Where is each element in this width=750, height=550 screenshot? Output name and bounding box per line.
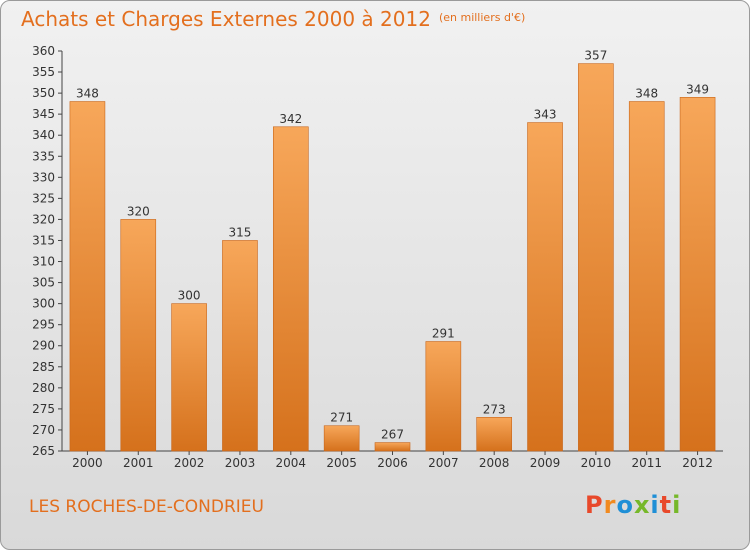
bar-2003 (222, 240, 258, 452)
value-label-2012: 349 (686, 82, 709, 96)
bar-2011 (628, 101, 665, 452)
y-tick-label: 275 (32, 402, 55, 416)
y-tick-label: 280 (32, 381, 55, 395)
x-tick-label-2004: 2004 (276, 456, 307, 470)
logo-letter: x (633, 491, 651, 519)
x-tick-label-2001: 2001 (123, 456, 154, 470)
logo-letter: i (650, 491, 660, 519)
value-label-2001: 320 (127, 204, 150, 218)
value-label-2009: 343 (534, 108, 557, 122)
unit-label: (en milliers d'€) (438, 11, 526, 24)
y-tick-label: 270 (32, 423, 55, 437)
bar-2004 (273, 126, 309, 452)
y-tick-label: 300 (32, 297, 55, 311)
y-tick-label: 325 (32, 191, 55, 205)
x-tick-label-2006: 2006 (377, 456, 408, 470)
value-label-2008: 273 (483, 402, 506, 416)
logo-letter: i (672, 491, 682, 519)
proxiti-logo: Proxiti (585, 491, 681, 519)
y-tick-label: 330 (32, 170, 55, 184)
bar-2006 (374, 442, 411, 452)
bar-2007 (425, 341, 462, 452)
logo-letter: r (603, 491, 617, 519)
y-tick-label: 355 (32, 65, 55, 79)
y-tick-label: 315 (32, 233, 55, 247)
x-tick-label-2009: 2009 (530, 456, 561, 470)
bar-2005 (323, 425, 360, 452)
y-tick-label: 345 (32, 107, 55, 121)
y-tick-label: 295 (32, 318, 55, 332)
x-tick-label-2008: 2008 (479, 456, 510, 470)
x-tick-label-2010: 2010 (581, 456, 612, 470)
logo-letter: t (659, 491, 673, 519)
bar-2002 (171, 303, 207, 452)
logo-letter: P (585, 491, 604, 519)
title-text: Achats et Charges Externes 2000 à 2012 (21, 7, 431, 31)
y-tick-label: 290 (32, 339, 55, 353)
bar-2010 (578, 63, 614, 452)
x-tick-label-2000: 2000 (72, 456, 103, 470)
y-tick-label: 320 (32, 212, 55, 226)
bar-2012 (679, 97, 716, 452)
bar-2000 (69, 101, 106, 452)
bars: 348 320 300 315 342 271 267 291 273 343 357 348 349 (69, 49, 716, 452)
bar-2008 (476, 417, 512, 452)
value-label-2004: 342 (279, 112, 302, 126)
x-tick-label-2003: 2003 (225, 456, 256, 470)
y-tick-label: 350 (32, 86, 55, 100)
value-label-2005: 271 (330, 411, 353, 425)
x-tick-label-2007: 2007 (428, 456, 459, 470)
bar-2001 (120, 219, 157, 452)
y-tick-label: 305 (32, 276, 55, 290)
y-tick-label: 310 (32, 255, 55, 269)
value-label-2003: 315 (229, 225, 252, 239)
y-tick-label: 360 (32, 44, 55, 58)
value-label-2011: 348 (635, 87, 658, 101)
y-tick-label: 340 (32, 128, 55, 142)
y-tick-label: 285 (32, 360, 55, 374)
value-label-2002: 300 (178, 289, 201, 303)
axes: 265 270 275 280 285 290 295 300 305 310 315 320 325 3… (32, 44, 723, 470)
bar-2009 (527, 122, 563, 452)
value-label-2000: 348 (76, 87, 99, 101)
town-name: LES ROCHES-DE-CONDRIEU (29, 497, 264, 517)
y-tick-label: 265 (32, 444, 55, 458)
value-label-2007: 291 (432, 327, 455, 341)
x-tick-label-2002: 2002 (174, 456, 205, 470)
x-tick-label-2005: 2005 (326, 456, 357, 470)
logo-letter: o (616, 491, 634, 519)
value-label-2006: 267 (381, 428, 404, 442)
x-tick-label-2011: 2011 (631, 456, 662, 470)
chart-title: Achats et Charges Externes 2000 à 2012 (e… (21, 7, 525, 31)
value-label-2010: 357 (584, 49, 607, 63)
y-tick-label: 335 (32, 149, 55, 163)
x-tick-label-2012: 2012 (682, 456, 713, 470)
